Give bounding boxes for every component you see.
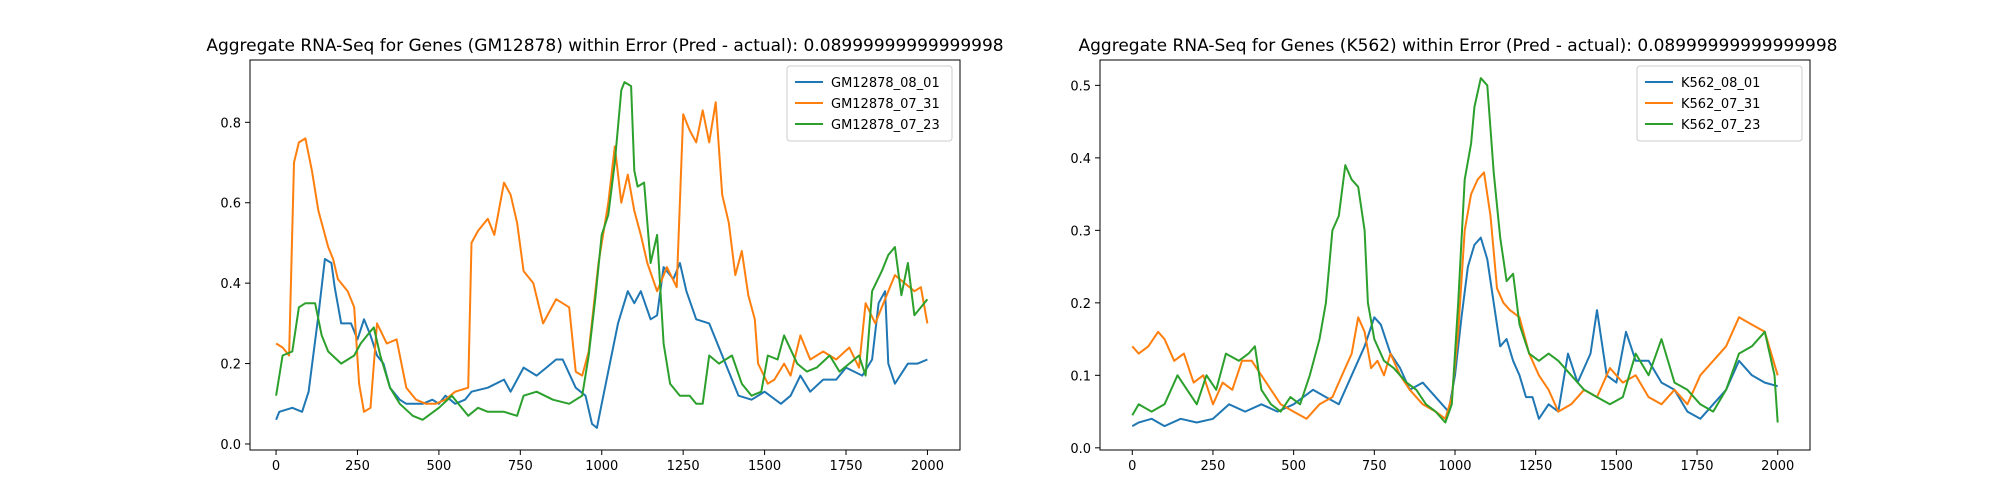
axes-frame — [249, 59, 961, 451]
legend-label: K562_07_31 — [1681, 97, 1760, 112]
legend: K562_08_01 K562_07_31 K562_07_23 — [1636, 65, 1803, 142]
y-axis: 0.0 0.2 0.4 0.6 0.8 — [220, 116, 250, 453]
plot-area — [275, 81, 929, 429]
x-tick-label: 0 — [1128, 459, 1136, 474]
x-tick-label: 250 — [345, 459, 370, 474]
y-tick-label: 0.5 — [1070, 79, 1091, 94]
legend-label: GM12878_08_01 — [831, 76, 940, 91]
x-tick-label: 1500 — [1600, 459, 1633, 474]
x-tick-label: 0 — [272, 459, 280, 474]
legend: GM12878_08_01 GM12878_07_31 GM12878_07_23 — [786, 65, 953, 142]
y-tick-label: 0.0 — [1070, 442, 1091, 457]
y-tick-label: 0.1 — [1070, 369, 1091, 384]
series-line-K562_07_23 — [1131, 77, 1779, 424]
y-tick-label: 0.0 — [220, 438, 241, 453]
chart-title: Aggregate RNA-Seq for Genes (K562) withi… — [1079, 36, 1838, 56]
y-tick-label: 0.3 — [1070, 224, 1091, 239]
x-tick-label: 1250 — [1519, 459, 1552, 474]
x-tick-label: 1500 — [748, 459, 781, 474]
x-tick-label: 1750 — [1680, 459, 1713, 474]
legend-label: K562_07_23 — [1681, 118, 1760, 133]
legend-box — [1636, 65, 1803, 142]
x-tick-label: 1750 — [829, 459, 862, 474]
y-tick-label: 0.2 — [1070, 297, 1091, 312]
legend-box — [786, 65, 953, 142]
plot-area — [1131, 77, 1779, 428]
x-tick-label: 1000 — [1438, 459, 1471, 474]
x-tick-label: 500 — [426, 459, 451, 474]
x-tick-label: 750 — [508, 459, 533, 474]
y-tick-label: 0.8 — [220, 116, 241, 131]
y-axis: 0.0 0.1 0.2 0.3 0.4 0.5 — [1070, 79, 1100, 457]
legend-label: GM12878_07_31 — [831, 97, 940, 112]
series-line-GM12878_08_01 — [275, 258, 928, 429]
x-tick-label: 500 — [1281, 459, 1306, 474]
series-line-K562_07_31 — [1131, 171, 1779, 420]
legend-label: K562_08_01 — [1681, 76, 1760, 91]
x-tick-label: 750 — [1362, 459, 1387, 474]
y-tick-label: 0.6 — [220, 197, 241, 212]
x-tick-label: 2000 — [1761, 459, 1794, 474]
chart-panel-gm12878: Aggregate RNA-Seq for Genes (GM12878) wi… — [206, 36, 1003, 474]
x-tick-label: 250 — [1201, 459, 1226, 474]
y-tick-label: 0.4 — [220, 277, 241, 292]
legend-label: GM12878_07_23 — [831, 118, 940, 133]
y-tick-label: 0.2 — [220, 358, 241, 373]
x-tick-label: 1250 — [667, 459, 700, 474]
y-tick-label: 0.4 — [1070, 152, 1091, 167]
x-tick-label: 2000 — [911, 459, 944, 474]
x-axis: 0 250 500 750 1000 1250 1500 1750 2000 — [1128, 450, 1794, 474]
x-tick-label: 1000 — [585, 459, 618, 474]
chart-panel-k562: Aggregate RNA-Seq for Genes (K562) withi… — [1070, 36, 1837, 474]
chart-title: Aggregate RNA-Seq for Genes (GM12878) wi… — [206, 36, 1003, 56]
series-line-GM12878_07_23 — [275, 81, 929, 421]
series-line-K562_08_01 — [1131, 236, 1778, 428]
axes-frame — [1099, 59, 1811, 451]
x-axis: 0 250 500 750 1000 1250 1500 1750 2000 — [272, 450, 944, 474]
